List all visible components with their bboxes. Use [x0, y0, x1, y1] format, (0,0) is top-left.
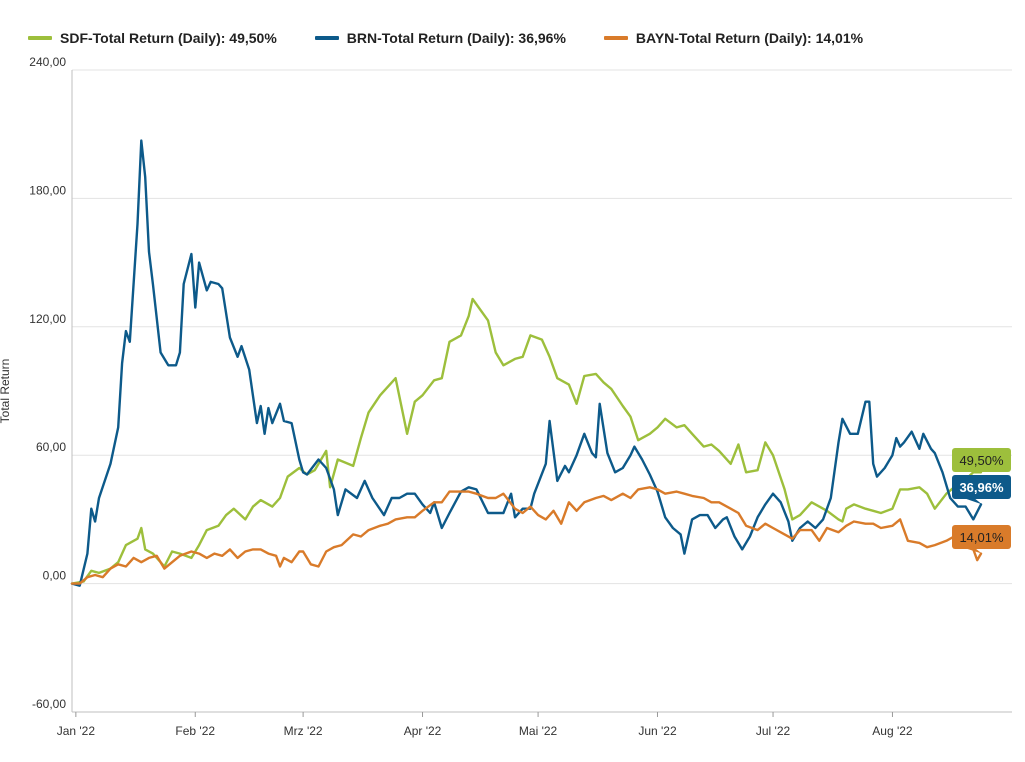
legend-label-brn: BRN-Total Return (Daily): 36,96%	[346, 30, 566, 46]
y-axis-label: Total Return	[0, 359, 12, 424]
end-label-sdf: 49,50%	[959, 453, 1004, 468]
end-label-box-bayn	[952, 525, 1011, 549]
legend-swatch-bayn	[603, 36, 628, 40]
series-line-bayn	[70, 486, 983, 585]
x-tick-label: Mai '22	[519, 724, 558, 738]
y-tick-label: 240,00	[29, 55, 66, 69]
y-tick-label: 60,00	[36, 440, 66, 454]
legend-item-brn[interactable]: BRN-Total Return (Daily): 36,96%	[314, 30, 566, 46]
legend-label-bayn: BAYN-Total Return (Daily): 14,01%	[635, 30, 864, 46]
y-tick-label: -60,00	[32, 697, 66, 711]
series-lines	[70, 139, 983, 587]
end-label-box-brn	[952, 475, 1011, 499]
legend-item-bayn[interactable]: BAYN-Total Return (Daily): 14,01%	[603, 30, 864, 46]
y-tick-label: 0,00	[43, 569, 67, 583]
x-tick-label: Jul '22	[756, 724, 791, 738]
x-tick-label: Mrz '22	[284, 724, 323, 738]
gridlines	[72, 69, 1012, 585]
x-tick-label: Apr '22	[404, 724, 442, 738]
end-label-bayn: 14,01%	[959, 530, 1004, 545]
end-label-brn: 36,96%	[959, 480, 1004, 495]
x-tick-label: Jan '22	[57, 724, 96, 738]
series-line-brn	[70, 139, 983, 587]
series-line-sdf	[70, 297, 983, 585]
x-tick-labels: Jan '22 Feb '22 Mrz '22 Apr '22 Mai '22 Jun '…	[57, 712, 913, 738]
legend-item-sdf[interactable]: SDF-Total Return (Daily): 49,50%	[28, 30, 277, 46]
x-tick-label: Jun '22	[638, 724, 677, 738]
x-tick-label: Feb '22	[175, 724, 215, 738]
legend-swatch-brn	[314, 36, 339, 40]
y-tick-label: 180,00	[29, 183, 66, 197]
x-tick-label: Aug '22	[872, 724, 913, 738]
y-tick-labels: 240,00 180,00 120,00 60,00 0,00 -60,00	[29, 55, 66, 711]
y-tick-label: 120,00	[29, 312, 66, 326]
axes	[71, 70, 1012, 713]
end-label-box-sdf	[952, 448, 1011, 472]
legend-swatch-sdf	[28, 36, 52, 40]
chart-legend: SDF-Total Return (Daily): 49,50% BRN-Tot…	[28, 30, 863, 46]
end-value-labels: 49,50% 36,96% 14,01%	[952, 448, 1011, 554]
legend-label-sdf: SDF-Total Return (Daily): 49,50%	[60, 30, 277, 46]
